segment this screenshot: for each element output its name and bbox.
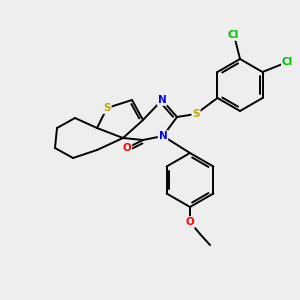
Text: Cl: Cl bbox=[227, 30, 239, 40]
Text: Cl: Cl bbox=[282, 57, 293, 67]
Text: N: N bbox=[158, 95, 166, 105]
Text: N: N bbox=[159, 131, 167, 141]
Text: S: S bbox=[103, 103, 111, 113]
Text: O: O bbox=[186, 217, 194, 227]
Text: O: O bbox=[123, 143, 131, 153]
Text: S: S bbox=[192, 109, 200, 119]
